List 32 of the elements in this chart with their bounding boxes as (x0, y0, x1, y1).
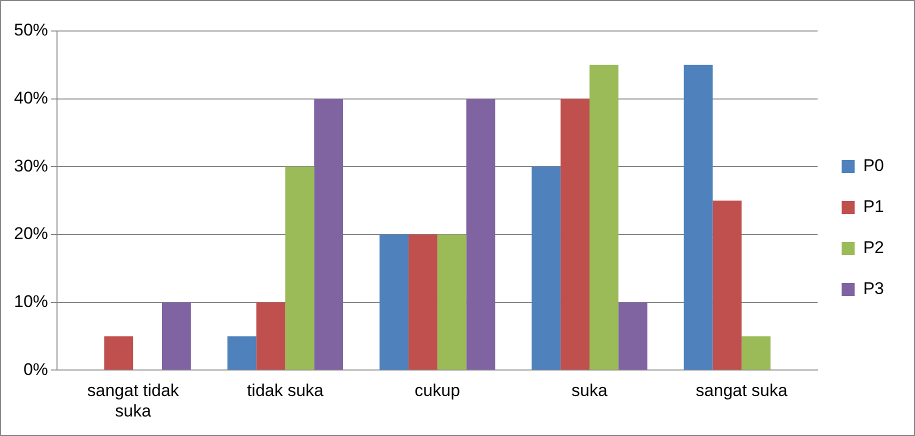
bar (684, 64, 713, 370)
bar (618, 302, 648, 370)
bar (437, 234, 466, 370)
legend-label: P2 (863, 238, 884, 258)
bar (742, 336, 771, 370)
x-tick-label: sangat suka (696, 381, 788, 400)
bar (380, 234, 408, 370)
bar (590, 64, 618, 370)
bar (104, 336, 134, 370)
bar (712, 200, 742, 370)
y-tick-label: 10% (14, 292, 48, 312)
bar (285, 166, 314, 370)
y-tick-label: 20% (14, 224, 48, 244)
x-tick-label: sangat tidak suka (87, 381, 180, 420)
bar (532, 166, 561, 370)
legend-label: P3 (863, 279, 884, 298)
bar (162, 302, 191, 370)
bar (256, 302, 286, 370)
bar (466, 98, 496, 370)
y-tick-label: 30% (14, 156, 48, 176)
x-tick-label: cukup (414, 381, 460, 400)
y-tick-label: 40% (14, 88, 48, 108)
legend-label: P0 (863, 156, 884, 176)
x-tick-label: tidak suka (246, 381, 324, 400)
bar (314, 98, 344, 370)
bar (560, 98, 590, 370)
x-tick-label: suka (572, 381, 608, 400)
y-tick-label: 50% (14, 20, 48, 40)
bar (408, 234, 438, 370)
bar (227, 336, 256, 370)
y-tick-label: 0% (23, 360, 48, 379)
legend-label: P1 (863, 197, 884, 216)
